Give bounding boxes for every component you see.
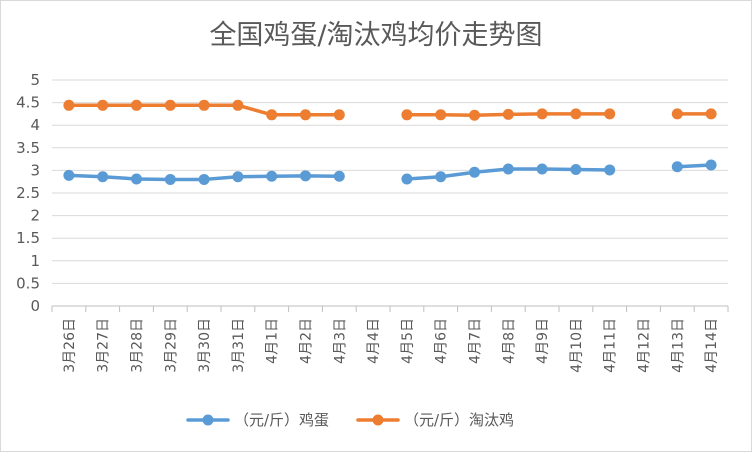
y-tick-label: 3.5 — [16, 139, 40, 157]
x-axis: 3月26日 3月27日 3月28日 3月29日 3月30日 3月31日 4月1日 4月2日 4月… — [51, 305, 729, 373]
legend-swatch-marker — [372, 414, 384, 426]
y-tick-label: 0 — [30, 297, 40, 315]
data-point — [671, 108, 683, 120]
x-tick-label: 4月7日 — [468, 318, 484, 364]
y-tick-label: 1.5 — [16, 229, 40, 247]
data-point — [502, 163, 514, 175]
y-axis: 0 0.5 1 1.5 2 2.5 3 3.5 4 4.5 5 — [16, 71, 40, 315]
y-tick-label: 4 — [30, 116, 40, 134]
x-tick-label: 4月10日 — [569, 318, 585, 373]
data-point — [300, 170, 311, 182]
data-point — [401, 173, 413, 185]
x-tick-label: 4月14日 — [704, 318, 720, 373]
data-point — [333, 109, 345, 121]
data-point — [604, 164, 616, 176]
y-tick-label: 3 — [30, 161, 40, 179]
data-point — [536, 163, 548, 175]
data-point — [198, 99, 210, 111]
x-tick-label: 4月6日 — [434, 318, 450, 364]
chart-title: 全国鸡蛋/淘汰鸡均价走势图 — [209, 20, 542, 51]
data-point — [97, 171, 109, 183]
x-tick-label: 3月26日 — [62, 318, 78, 373]
gridlines — [52, 79, 728, 307]
data-point — [333, 170, 345, 182]
x-tick-label: 4月9日 — [535, 318, 551, 364]
data-point — [164, 173, 176, 185]
y-tick-label: 5 — [30, 71, 40, 89]
x-tick-label: 4月11日 — [603, 318, 619, 373]
data-point — [536, 108, 548, 120]
y-tick-label: 0.5 — [16, 274, 40, 292]
data-point — [604, 108, 616, 120]
data-point — [63, 99, 75, 111]
data-point — [502, 108, 514, 120]
data-point — [232, 99, 244, 111]
x-tick-label: 4月5日 — [400, 318, 416, 364]
data-point — [671, 161, 683, 173]
data-point — [435, 109, 447, 121]
x-tick-label: 4月13日 — [670, 318, 686, 373]
data-point — [131, 173, 142, 185]
x-tick-label: 4月4日 — [366, 318, 382, 364]
legend-swatch-marker — [202, 414, 214, 426]
data-point — [570, 108, 582, 120]
data-point — [266, 170, 278, 182]
data-point — [198, 173, 210, 185]
x-tick-label: 3月31日 — [231, 318, 247, 373]
x-tick-label: 4月3日 — [332, 318, 348, 364]
data-point — [164, 99, 176, 111]
legend-label: （元/斤）鸡蛋 — [234, 411, 329, 429]
x-tick-label: 4月8日 — [501, 318, 517, 364]
data-point — [131, 99, 142, 111]
x-tick-label: 4月1日 — [265, 318, 281, 364]
series-eggs — [63, 159, 717, 185]
x-tick-label: 3月27日 — [96, 318, 112, 373]
data-point — [469, 166, 480, 178]
x-tick-label: 4月12日 — [637, 318, 653, 373]
legend-label: （元/斤）淘汰鸡 — [404, 411, 514, 429]
y-tick-label: 2.5 — [16, 184, 40, 202]
legend: （元/斤）鸡蛋 （元/斤）淘汰鸡 — [186, 411, 514, 429]
data-point — [705, 108, 717, 120]
series-culled-hens — [63, 99, 717, 121]
data-point — [401, 109, 413, 121]
x-tick-label: 4月2日 — [299, 318, 315, 364]
y-tick-label: 1 — [30, 252, 40, 270]
data-point — [232, 171, 244, 183]
data-point — [435, 171, 447, 183]
y-tick-label: 4.5 — [16, 94, 40, 112]
x-tick-label: 3月30日 — [197, 318, 213, 373]
data-point — [705, 159, 717, 171]
series-line — [67, 163, 713, 182]
data-point — [97, 99, 109, 111]
series-group — [63, 99, 717, 185]
x-tick-label: 3月29日 — [163, 318, 179, 373]
data-point — [469, 109, 480, 121]
data-point — [63, 169, 75, 181]
data-point — [266, 109, 278, 121]
y-tick-label: 2 — [30, 207, 40, 225]
x-tick-label: 3月28日 — [130, 318, 146, 373]
data-point — [570, 163, 582, 175]
data-point — [300, 109, 311, 121]
